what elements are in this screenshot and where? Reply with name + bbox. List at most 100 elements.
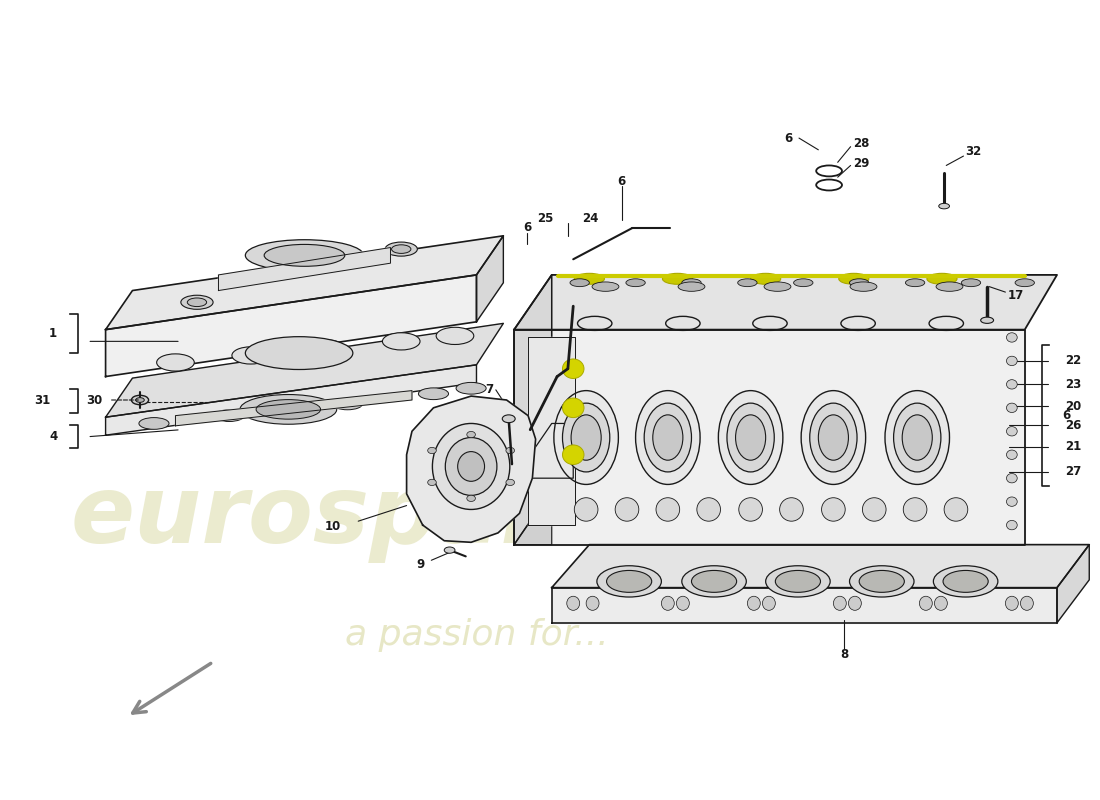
- Ellipse shape: [562, 403, 609, 472]
- Ellipse shape: [849, 566, 914, 597]
- Ellipse shape: [554, 390, 618, 485]
- Text: 31: 31: [34, 394, 51, 406]
- Ellipse shape: [570, 279, 590, 286]
- Ellipse shape: [692, 570, 737, 592]
- Ellipse shape: [762, 596, 776, 610]
- Ellipse shape: [718, 390, 783, 485]
- Ellipse shape: [562, 359, 584, 378]
- Text: 7: 7: [485, 383, 494, 396]
- Ellipse shape: [458, 452, 484, 482]
- Ellipse shape: [1006, 426, 1018, 436]
- Ellipse shape: [466, 495, 475, 502]
- Ellipse shape: [750, 274, 781, 284]
- Polygon shape: [176, 390, 412, 426]
- Polygon shape: [106, 236, 504, 330]
- Ellipse shape: [662, 274, 693, 284]
- Ellipse shape: [934, 596, 947, 610]
- Ellipse shape: [636, 390, 700, 485]
- Text: 6: 6: [1063, 409, 1070, 422]
- Ellipse shape: [626, 279, 646, 286]
- Ellipse shape: [1006, 450, 1018, 459]
- Polygon shape: [106, 323, 504, 418]
- Polygon shape: [1057, 545, 1089, 623]
- Ellipse shape: [810, 403, 857, 472]
- Ellipse shape: [903, 498, 927, 521]
- Ellipse shape: [848, 596, 861, 610]
- Polygon shape: [514, 275, 552, 545]
- Ellipse shape: [645, 403, 692, 472]
- Ellipse shape: [264, 245, 344, 266]
- Polygon shape: [528, 338, 575, 525]
- Polygon shape: [514, 490, 552, 545]
- Text: 24: 24: [582, 212, 598, 225]
- Ellipse shape: [652, 415, 683, 460]
- Polygon shape: [219, 247, 390, 290]
- Ellipse shape: [822, 498, 845, 521]
- Polygon shape: [514, 275, 1057, 330]
- Ellipse shape: [736, 415, 766, 460]
- Ellipse shape: [738, 279, 757, 286]
- Ellipse shape: [661, 596, 674, 610]
- Ellipse shape: [566, 596, 580, 610]
- Ellipse shape: [1006, 356, 1018, 366]
- Ellipse shape: [156, 354, 195, 371]
- Text: 9: 9: [417, 558, 425, 570]
- Ellipse shape: [466, 431, 475, 438]
- Ellipse shape: [682, 566, 746, 597]
- Text: 6: 6: [784, 131, 792, 145]
- Text: eurospares: eurospares: [70, 471, 668, 563]
- Ellipse shape: [187, 298, 207, 306]
- Ellipse shape: [574, 274, 604, 284]
- Ellipse shape: [1005, 596, 1019, 610]
- Polygon shape: [106, 365, 476, 435]
- Text: 20: 20: [1066, 400, 1081, 413]
- Ellipse shape: [886, 390, 949, 485]
- Text: 1: 1: [50, 327, 57, 340]
- Ellipse shape: [432, 423, 509, 510]
- Ellipse shape: [656, 498, 680, 521]
- Ellipse shape: [859, 570, 904, 592]
- Ellipse shape: [503, 415, 515, 422]
- Ellipse shape: [446, 438, 497, 495]
- Text: 4: 4: [50, 430, 57, 443]
- Polygon shape: [106, 275, 476, 377]
- Ellipse shape: [571, 415, 602, 460]
- Ellipse shape: [682, 279, 701, 286]
- Text: 17: 17: [1008, 289, 1024, 302]
- Ellipse shape: [938, 203, 949, 209]
- Text: 10: 10: [324, 520, 341, 533]
- Ellipse shape: [1015, 279, 1034, 286]
- Ellipse shape: [936, 282, 962, 291]
- Ellipse shape: [793, 279, 813, 286]
- Ellipse shape: [747, 596, 760, 610]
- Ellipse shape: [776, 570, 821, 592]
- Ellipse shape: [849, 279, 869, 286]
- Ellipse shape: [256, 400, 320, 419]
- Ellipse shape: [506, 479, 515, 486]
- Ellipse shape: [893, 403, 940, 472]
- Ellipse shape: [902, 415, 933, 460]
- Polygon shape: [552, 545, 1089, 588]
- Ellipse shape: [944, 498, 968, 521]
- Ellipse shape: [615, 498, 639, 521]
- Ellipse shape: [739, 498, 762, 521]
- Ellipse shape: [139, 418, 169, 430]
- Ellipse shape: [245, 337, 353, 370]
- Ellipse shape: [428, 479, 437, 486]
- Ellipse shape: [214, 410, 244, 422]
- Ellipse shape: [676, 596, 690, 610]
- Text: 28: 28: [852, 137, 869, 150]
- Ellipse shape: [780, 498, 803, 521]
- Ellipse shape: [697, 498, 720, 521]
- Ellipse shape: [131, 395, 149, 405]
- Ellipse shape: [801, 390, 866, 485]
- Ellipse shape: [1006, 333, 1018, 342]
- Ellipse shape: [961, 279, 981, 286]
- Polygon shape: [407, 396, 536, 542]
- Text: 6: 6: [617, 174, 626, 187]
- Text: 29: 29: [852, 157, 869, 170]
- Ellipse shape: [428, 447, 437, 454]
- Ellipse shape: [905, 279, 925, 286]
- Ellipse shape: [1006, 474, 1018, 483]
- Ellipse shape: [506, 447, 515, 454]
